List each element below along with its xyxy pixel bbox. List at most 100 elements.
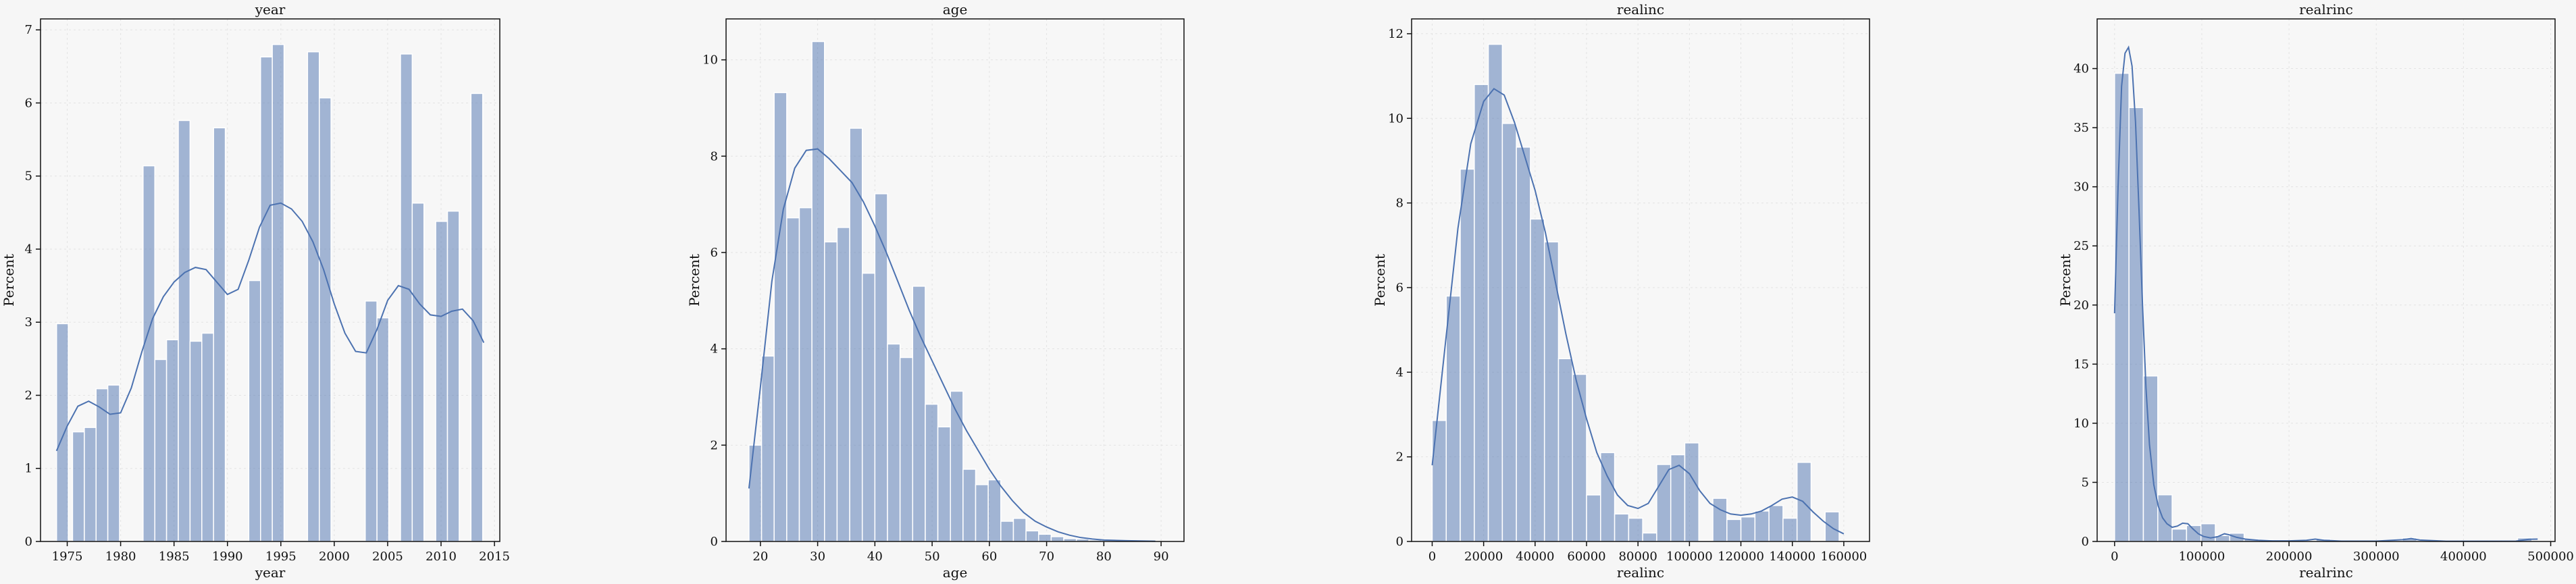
x-axis-label: year [255,564,286,581]
y-tick-label: 0 [2082,535,2089,549]
x-tick-label: 400000 [2440,550,2487,564]
y-tick-label: 30 [2073,180,2089,194]
y-tick-label: 4 [711,342,718,356]
y-tick-label: 15 [2073,357,2089,371]
x-axis-label: realrinc [2299,564,2353,581]
bar [1557,358,1574,542]
y-tick-label: 10 [1388,111,1403,126]
y-axis-label: Percent [686,254,702,307]
y-tick-label: 4 [1396,365,1403,379]
y-tick-label: 7 [25,23,32,37]
y-axis-label: Percent [1372,254,1388,307]
bar [1642,532,1657,542]
y-axis-label: Percent [1,254,17,307]
bar [248,280,261,542]
bar [1000,521,1014,542]
bar [824,241,838,542]
bar [2200,523,2216,542]
chart-title: age [943,1,968,18]
bar [1460,168,1475,542]
x-tick-label: 30 [810,550,825,564]
bar [1656,464,1672,542]
plot-frame [2096,18,2556,542]
bars [1431,43,1840,542]
bar [411,203,425,542]
bar [962,469,977,542]
kde-line [1431,88,1845,535]
x-tick-label: 70 [1039,550,1054,564]
bar [1572,373,1587,542]
bar [376,317,390,542]
bar [748,444,763,542]
bar [2171,528,2188,542]
x-tick-label: 0 [1428,550,1436,564]
bar [55,323,69,542]
y-tick-label: 6 [25,96,32,110]
bar [1684,442,1700,542]
y-tick-label: 25 [2073,239,2089,253]
y-tick-label: 0 [25,535,32,549]
y-tick-label: 1 [25,462,32,476]
y-tick-label: 0 [711,535,718,549]
bar [213,127,226,542]
bar [874,193,888,542]
y-axis-label: Percent [2057,254,2073,307]
y-tick-label: 20 [2073,298,2089,313]
bar [975,484,989,542]
y-tick-label: 2 [25,388,32,402]
bar [925,403,939,542]
bar [987,479,1002,542]
chart-panel-1: 1975 1980 1985 1990 1995 2000 2005 2010 2015 0 1 2 3… [1,1,510,581]
bar [1530,218,1545,542]
plot-frame [725,18,1185,542]
x-tick-label: 500000 [2527,550,2574,564]
x-tick-label: 100000 [1666,550,1713,564]
y-tick-label: 2 [711,438,718,452]
bar [761,355,775,542]
bar [1628,517,1643,542]
chart-panel-2: 20 30 40 50 60 70 80 90 0 2 4 6 8 10 age Percent age [686,1,1185,581]
x-tick-label: 140000 [1769,550,1815,564]
bar [165,339,179,542]
plot-area [2097,19,2555,541]
bar [912,286,926,542]
bar [1474,84,1489,542]
bar [435,221,448,542]
x-tick-label: 20000 [1464,550,1503,564]
bar [1754,510,1770,542]
x-tick-label: 2005 [372,550,403,564]
x-axis-label: age [943,564,968,581]
y-tick-label: 10 [2073,417,2089,431]
kde-line [55,202,485,452]
bar [950,390,964,542]
bar [786,217,800,542]
bar [189,340,203,542]
y-tick-label: 6 [711,246,718,260]
chart-panel-4: 0 100000 200000 300000 400000 500000 0 5 10 15 20 2… [2057,1,2574,581]
x-tick-label: 0 [2111,550,2118,564]
x-tick-label: 120000 [1718,550,1764,564]
y-axis: 0 2 4 6 8 10 12 [1388,27,1412,549]
x-tick-label: 200000 [2266,550,2313,564]
y-tick-label: 35 [2073,121,2089,135]
bar [1726,519,1742,542]
bar [1025,530,1039,542]
bar [143,165,155,542]
bar [773,92,788,542]
y-tick-label: 10 [702,53,718,68]
x-axis-label: realinc [1617,564,1664,581]
bar [470,92,484,542]
x-tick-label: 2000 [319,550,350,564]
x-axis: 20 30 40 50 60 70 80 90 [752,541,1169,564]
x-axis: 1975 1980 1985 1990 1995 2000 2005 2010 2015 [52,541,510,564]
x-tick-label: 1990 [212,550,243,564]
bar [1050,536,1064,542]
bar [260,56,273,542]
x-tick-label: 60 [981,550,997,564]
x-tick-label: 1995 [265,550,297,564]
x-tick-label: 100000 [2179,550,2225,564]
kde-line [2113,45,2538,542]
y-tick-label: 4 [25,242,32,257]
bar [2114,72,2130,542]
plot-frame [40,18,500,542]
